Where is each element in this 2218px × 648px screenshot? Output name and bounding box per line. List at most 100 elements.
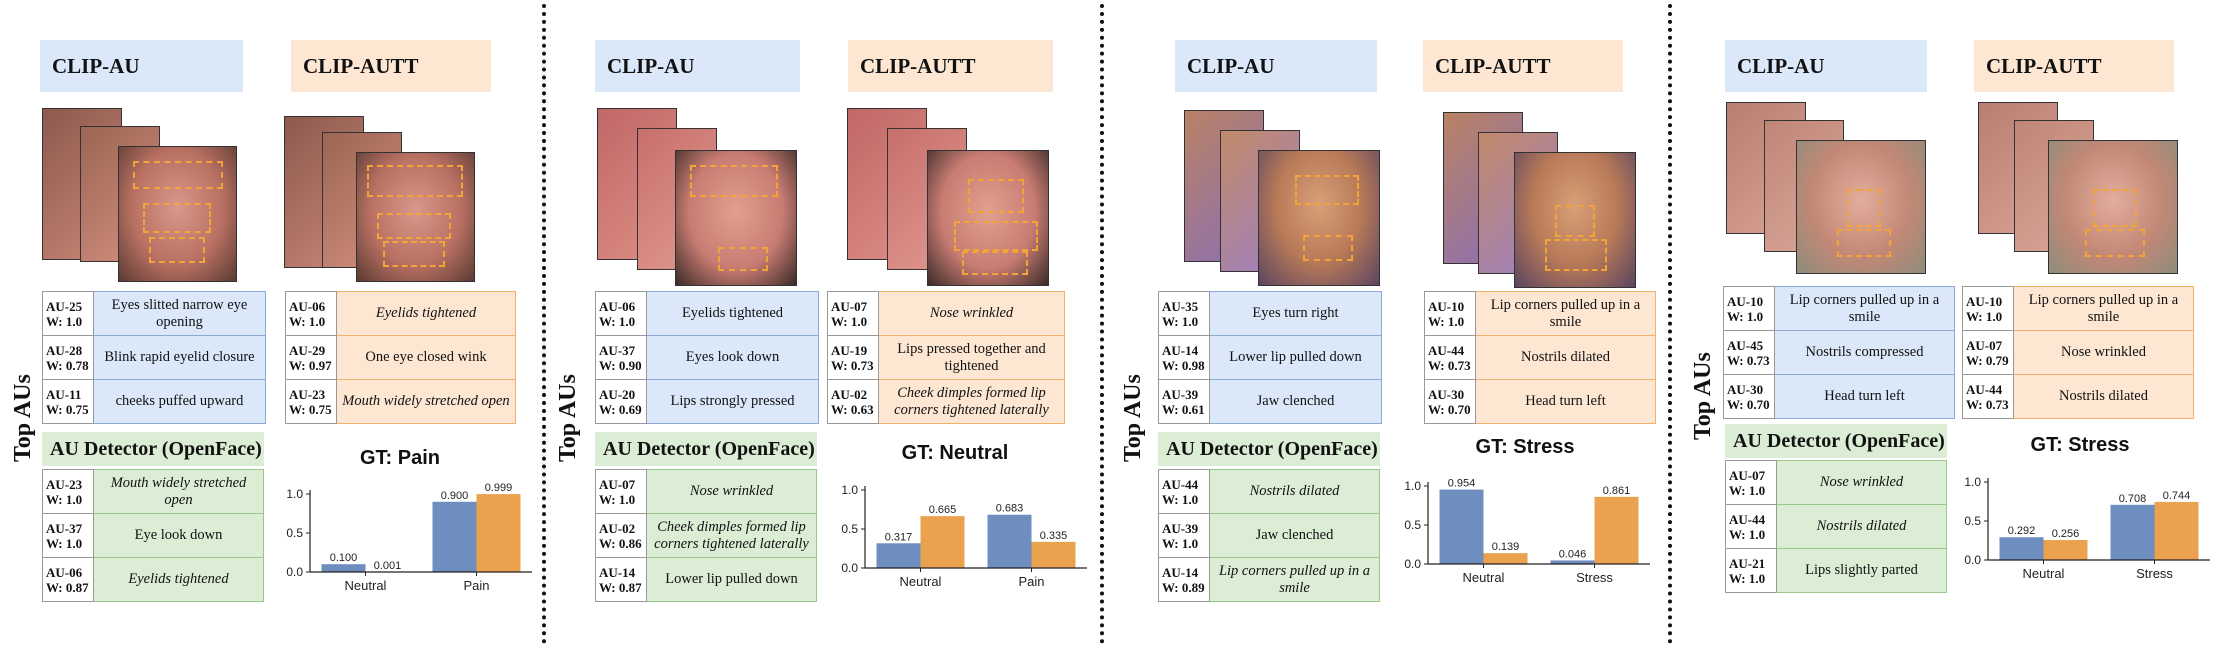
au-description: Nostrils dilated (2013, 374, 2194, 419)
au-description: Head turn left (1475, 379, 1656, 424)
clip-autt-header: CLIP-AUTT (1423, 40, 1623, 92)
au-code-cell: AU-44 W: 0.73 (1424, 335, 1476, 380)
bar (876, 543, 921, 568)
bar (920, 516, 965, 568)
clip-au-table: AU-10 W: 1.0 Lip corners pulled up in a sm… (1723, 286, 1955, 419)
table-row: AU-44 W: 1.0 Nostrils dilated (1725, 504, 1947, 549)
au-code: AU-07 (599, 476, 636, 492)
au-detector-header: AU Detector (OpenFace) (42, 432, 264, 466)
table-row: AU-07 W: 1.0 Nose wrinkled (827, 291, 1065, 336)
au-code: AU-30 (1428, 386, 1465, 402)
bar-value-label: 0.335 (1040, 530, 1068, 542)
au-description: Lips pressed together and tightened (878, 335, 1065, 380)
table-row: AU-44 W: 1.0 Nostrils dilated (1158, 469, 1380, 514)
au-description: Eyes slitted narrow eye opening (93, 291, 266, 336)
au-code: AU-44 (1729, 511, 1766, 527)
au-code: AU-29 (289, 342, 326, 358)
clip-autt-header: CLIP-AUTT (848, 40, 1053, 92)
au-weight: W: 0.73 (1727, 352, 1770, 368)
au-code-cell: AU-44 W: 1.0 (1158, 469, 1210, 514)
au-code: AU-11 (46, 386, 82, 402)
au-code-cell: AU-14 W: 0.98 (1158, 335, 1210, 380)
top-aus-label: Top AUs (1690, 352, 1716, 440)
bar-value-label: 0.954 (1448, 478, 1476, 490)
au-weight: W: 1.0 (46, 313, 83, 329)
au-code: AU-02 (831, 386, 868, 402)
bar-value-label: 0.317 (885, 531, 913, 543)
bar-value-label: 0.708 (2119, 493, 2147, 505)
table-row: AU-25 W: 1.0 Eyes slitted narrow eye openi… (42, 291, 266, 336)
panel-separator (542, 4, 546, 644)
au-code: AU-19 (831, 342, 868, 358)
gt-title: GT: Pain (359, 447, 440, 469)
au-code: AU-45 (1727, 337, 1764, 353)
gt-title: GT: Stress (2030, 434, 2130, 456)
panel-stress-2: Top AUs CLIP-AU CLIP-AUTT AU-10 W: 1.0 Lip… (1680, 0, 2218, 648)
au-region-box (962, 251, 1028, 275)
table-row: AU-39 W: 1.0 Jaw clenched (1158, 513, 1380, 558)
au-code-cell: AU-37 W: 1.0 (42, 513, 94, 558)
au-code: AU-39 (1162, 386, 1199, 402)
table-row: AU-10 W: 1.0 Lip corners pulled up in a sm… (1723, 286, 1955, 331)
au-weight: W: 1.0 (1162, 491, 1199, 507)
au-description: Cheek dimples formed lip corners tighten… (878, 379, 1065, 424)
clip-au-header: CLIP-AU (595, 40, 800, 92)
au-detector-table: AU-07 W: 1.0 Nose wrinkled AU-02 W: 0.86 Che… (595, 469, 817, 602)
y-tick-label: 0.0 (841, 561, 858, 575)
au-weight: W: 0.86 (599, 535, 642, 551)
bar-value-label: 0.861 (1603, 485, 1631, 497)
au-weight: W: 0.75 (46, 401, 89, 417)
au-description: Jaw clenched (1209, 513, 1380, 558)
clip-autt-header: CLIP-AUTT (1974, 40, 2174, 92)
au-weight: W: 1.0 (1162, 313, 1199, 329)
au-code-cell: AU-20 W: 0.69 (595, 379, 647, 424)
bar-value-label: 0.744 (2163, 490, 2191, 502)
au-description: Nostrils dilated (1209, 469, 1380, 514)
table-row: AU-23 W: 1.0 Mouth widely stretched open (42, 469, 264, 514)
table-row: AU-30 W: 0.70 Head turn left (1424, 379, 1656, 424)
au-code-cell: AU-06 W: 1.0 (285, 291, 337, 336)
au-code-cell: AU-02 W: 0.86 (595, 513, 647, 558)
clip-autt-header: CLIP-AUTT (291, 40, 491, 92)
x-tick-label: Neutral (1463, 570, 1505, 585)
table-row: AU-29 W: 0.97 One eye closed wink (285, 335, 516, 380)
face-image (1514, 152, 1636, 288)
face-image (356, 152, 475, 282)
clip-autt-table: AU-07 W: 1.0 Nose wrinkled AU-19 W: 0.73 Lip… (827, 291, 1065, 424)
au-code-cell: AU-25 W: 1.0 (42, 291, 94, 336)
au-code-cell: AU-37 W: 0.90 (595, 335, 647, 380)
au-code: AU-10 (1727, 293, 1764, 309)
au-code-cell: AU-07 W: 1.0 (595, 469, 647, 514)
probability-chart: 0.0 0.5 1.0 0.100 0.001 Neutral 0.900 0.999 Pain (286, 482, 532, 593)
au-region-box (2093, 189, 2137, 227)
au-weight: W: 0.63 (831, 401, 874, 417)
au-code: AU-06 (289, 298, 326, 314)
au-code: AU-10 (1966, 293, 2003, 309)
table-row: AU-23 W: 0.75 Mouth widely stretched open (285, 379, 516, 424)
au-region-box (143, 203, 211, 233)
au-description: Lip corners pulled up in a smile (1774, 286, 1955, 331)
au-code-cell: AU-11 W: 0.75 (42, 379, 94, 424)
au-region-box (968, 179, 1024, 213)
au-description: Lip corners pulled up in a smile (1209, 557, 1380, 602)
au-code-cell: AU-14 W: 0.87 (595, 557, 647, 602)
au-description: Lower lip pulled down (1209, 335, 1382, 380)
au-weight: W: 1.0 (289, 313, 326, 329)
face-image (927, 150, 1049, 286)
au-description: Eyelids tightened (336, 291, 516, 336)
au-code: AU-23 (289, 386, 326, 402)
au-code: AU-02 (599, 520, 636, 536)
table-row: AU-14 W: 0.89 Lip corners pulled up in a s… (1158, 557, 1380, 602)
x-tick-label: Pain (1018, 574, 1044, 589)
au-description: Nose wrinkled (1776, 460, 1947, 505)
au-region-box (2085, 229, 2145, 257)
au-code: AU-44 (1162, 476, 1199, 492)
bar (1550, 560, 1595, 564)
au-description: Nostrils dilated (1475, 335, 1656, 380)
au-region-box (149, 237, 205, 263)
bar (987, 514, 1032, 568)
table-row: AU-45 W: 0.73 Nostrils compressed (1723, 330, 1955, 375)
au-weight: W: 0.73 (1428, 357, 1471, 373)
au-code: AU-23 (46, 476, 83, 492)
bar (1439, 489, 1484, 564)
